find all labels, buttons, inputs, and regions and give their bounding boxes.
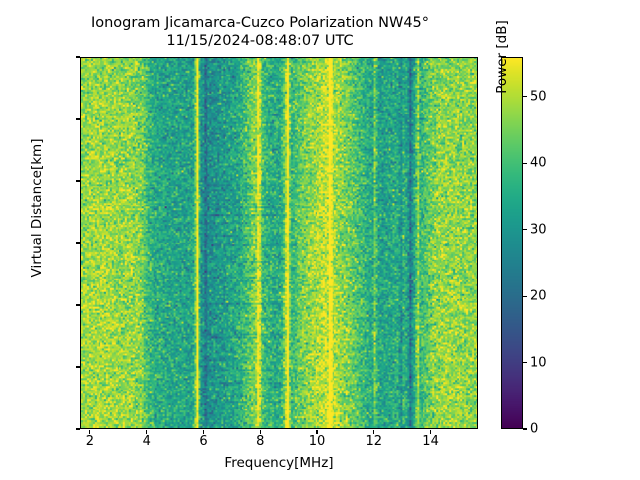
x-tick-mark xyxy=(316,429,318,434)
colorbar-tick-mark xyxy=(523,162,527,164)
y-axis-label: Virtual Distance[km] xyxy=(29,138,45,278)
colorbar-tick-mark xyxy=(523,362,527,364)
colorbar-tick-label: 40 xyxy=(530,155,547,171)
colorbar-tick-label: 0 xyxy=(530,421,539,437)
y-tick-mark xyxy=(76,304,80,306)
colorbar-tick-mark xyxy=(523,428,527,430)
ionogram-heatmap xyxy=(81,58,477,428)
y-tick-mark xyxy=(76,242,80,244)
colorbar-tick-mark xyxy=(523,96,527,98)
figure-title: Ionogram Jicamarca-Cuzco Polarization NW… xyxy=(0,14,520,50)
x-tick-label: 4 xyxy=(142,434,151,449)
x-tick-mark xyxy=(259,429,261,434)
title-line-2: 11/15/2024-08:48:07 UTC xyxy=(166,33,354,49)
ionogram-plot-area xyxy=(80,57,478,429)
y-tick-mark xyxy=(76,56,80,58)
colorbar xyxy=(501,57,523,429)
colorbar-tick-label: 10 xyxy=(530,355,547,371)
x-tick-label: 10 xyxy=(308,434,326,449)
title-line-1: Ionogram Jicamarca-Cuzco Polarization NW… xyxy=(90,15,430,31)
x-tick-mark xyxy=(430,429,432,434)
colorbar-tick-mark xyxy=(523,229,527,231)
colorbar-gradient xyxy=(502,58,522,428)
x-tick-label: 6 xyxy=(199,434,208,449)
x-tick-mark xyxy=(373,429,375,434)
x-tick-label: 14 xyxy=(422,434,439,449)
colorbar-label: Power [dB] xyxy=(494,20,510,94)
colorbar-tick-label: 50 xyxy=(530,89,547,105)
x-axis-label: Frequency[MHz] xyxy=(224,455,334,471)
y-tick-mark xyxy=(76,366,80,368)
x-tick-label: 2 xyxy=(85,434,95,449)
x-tick-label: 8 xyxy=(256,434,265,449)
x-tick-mark xyxy=(202,429,205,434)
x-tick-mark xyxy=(146,429,148,434)
x-tick-label: 12 xyxy=(365,434,383,449)
colorbar-tick-mark xyxy=(523,295,527,297)
colorbar-tick-label: 20 xyxy=(530,288,547,304)
y-tick-mark xyxy=(76,428,80,430)
colorbar-tick-label: 30 xyxy=(530,222,547,238)
y-tick-mark xyxy=(76,118,80,120)
x-tick-mark xyxy=(89,429,91,434)
y-tick-mark xyxy=(76,180,80,182)
